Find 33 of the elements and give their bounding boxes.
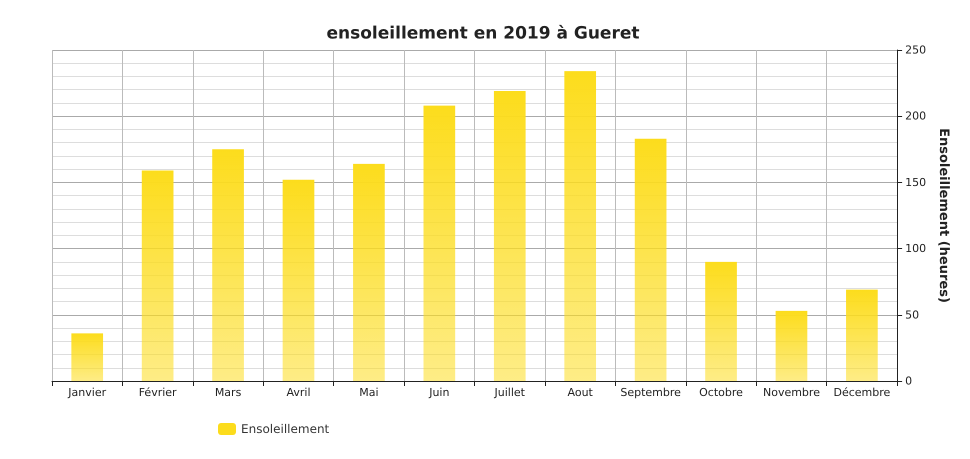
y-tick-label: 250 [905,44,926,56]
y-tick-label: 50 [905,308,920,322]
bar [71,333,104,381]
x-tick-label: Décembre [833,386,891,399]
bar [564,71,596,381]
chart-title: ensoleillement en 2019 à Gueret [326,24,640,44]
x-tick-label: Juillet [494,386,526,399]
x-tick-label: Mars [214,386,242,399]
x-tick-label: Mai [359,386,379,399]
x-tick-label: Novembre [762,386,820,399]
x-tick-label: Février [138,386,178,399]
bar [634,138,666,381]
bar [282,180,314,381]
bar [494,91,526,381]
x-tick-label: Aout [568,386,594,399]
x-tick-label: Janvier [67,386,107,399]
legend-label: Ensoleillement [241,422,330,436]
y-tick-label: 200 [905,110,926,123]
y-axis-title: Ensoleillement (heures) [936,128,951,303]
bar [142,170,174,381]
bar [212,149,244,381]
x-tick-label: Juin [428,386,450,399]
y-tick-label: 100 [905,242,926,256]
bar [423,106,456,381]
x-tick-label: Octobre [699,386,744,399]
bar [776,310,808,381]
y-tick-label: 0 [905,374,912,388]
bar [705,262,737,381]
bar [846,290,878,381]
bar [353,164,385,381]
x-tick-label: Avril [286,386,311,399]
y-tick-label: 150 [905,176,926,189]
x-tick-label: Septembre [620,386,682,399]
